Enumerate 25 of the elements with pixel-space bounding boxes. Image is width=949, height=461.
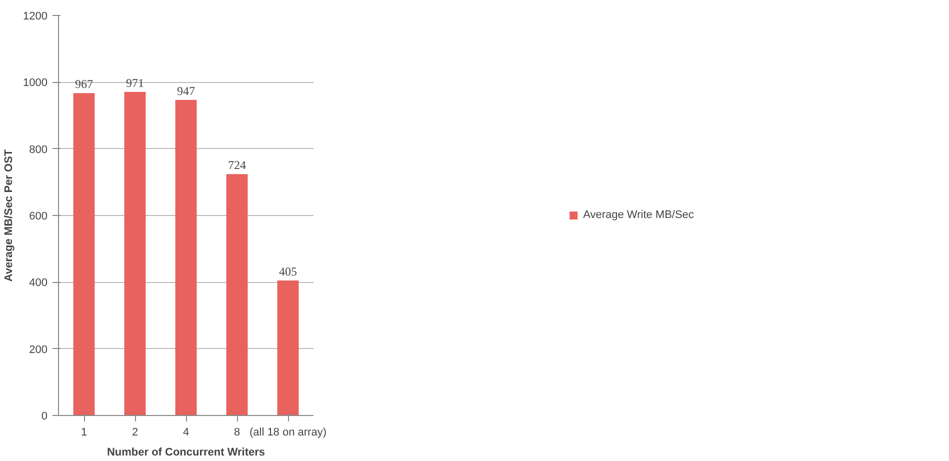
y-tick-label: 200 [29, 344, 48, 356]
bar [277, 280, 299, 416]
data-label: 947 [177, 84, 195, 98]
x-tick-label: 2 [132, 426, 138, 438]
x-tick-label: (all 18 on array) [249, 426, 327, 438]
x-tick-label: 4 [182, 426, 190, 438]
legend-label: Average Write MB/Sec [583, 209, 694, 221]
x-axis-title: Number of Concurrent Writers [106, 446, 266, 458]
bar [226, 174, 248, 416]
y-tick-label: 0 [41, 410, 48, 422]
data-label: 724 [228, 158, 246, 172]
x-tick-label: 1 [80, 426, 88, 438]
y-tick-label: 600 [29, 210, 48, 222]
bar [73, 93, 95, 416]
y-axis-title: Average MB/Sec Per OST [3, 149, 16, 282]
bar [124, 92, 146, 416]
x-tick-label: 8 [234, 426, 240, 438]
data-label: 405 [279, 264, 297, 278]
data-label: 971 [126, 76, 144, 90]
y-tick-label: 800 [29, 144, 48, 156]
y-tick-label: 1200 [23, 10, 48, 22]
data-label: 967 [75, 77, 93, 92]
bar [175, 100, 197, 416]
y-tick-label: 1000 [23, 77, 48, 90]
y-tick-label: 400 [29, 277, 48, 290]
